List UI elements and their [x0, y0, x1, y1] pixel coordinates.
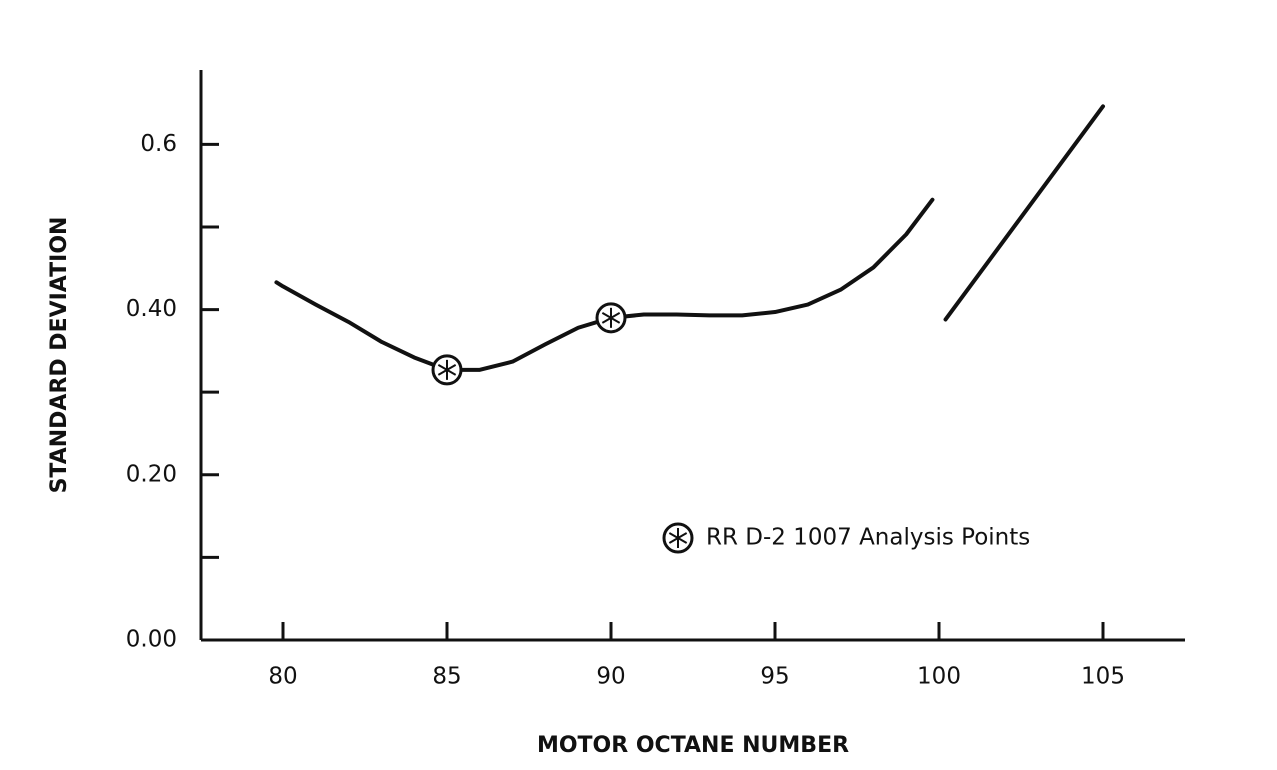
- x-tick-label: 100: [917, 664, 961, 690]
- x-tick-label: 80: [268, 664, 297, 690]
- y-tick-label: 0.20: [126, 461, 177, 487]
- x-tick-label: 85: [432, 664, 461, 690]
- data-line: [274, 104, 1105, 372]
- x-tick-label: 90: [596, 664, 625, 690]
- legend-marker: [662, 522, 694, 554]
- y-axis-title: STANDARD DEVIATION: [47, 217, 72, 494]
- y-tick-label: 0.40: [126, 296, 177, 322]
- analysis-point: [595, 302, 627, 334]
- y-tick-label: 0.6: [140, 131, 177, 157]
- y-tick-label: 0.00: [126, 627, 177, 653]
- x-tick-label: 105: [1081, 664, 1125, 690]
- analysis-point: [431, 354, 463, 386]
- x-tick-label: 95: [760, 664, 789, 690]
- x-axis-title: MOTOR OCTANE NUMBER: [537, 733, 849, 758]
- legend-label: RR D-2 1007 Analysis Points: [706, 525, 1030, 551]
